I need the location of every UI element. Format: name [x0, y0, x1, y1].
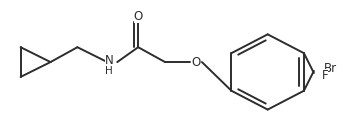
Text: N: N: [105, 54, 114, 67]
Text: O: O: [134, 10, 143, 23]
Text: O: O: [191, 56, 201, 69]
Text: F: F: [322, 69, 329, 82]
Text: Br: Br: [324, 61, 337, 75]
Text: H: H: [105, 66, 113, 76]
